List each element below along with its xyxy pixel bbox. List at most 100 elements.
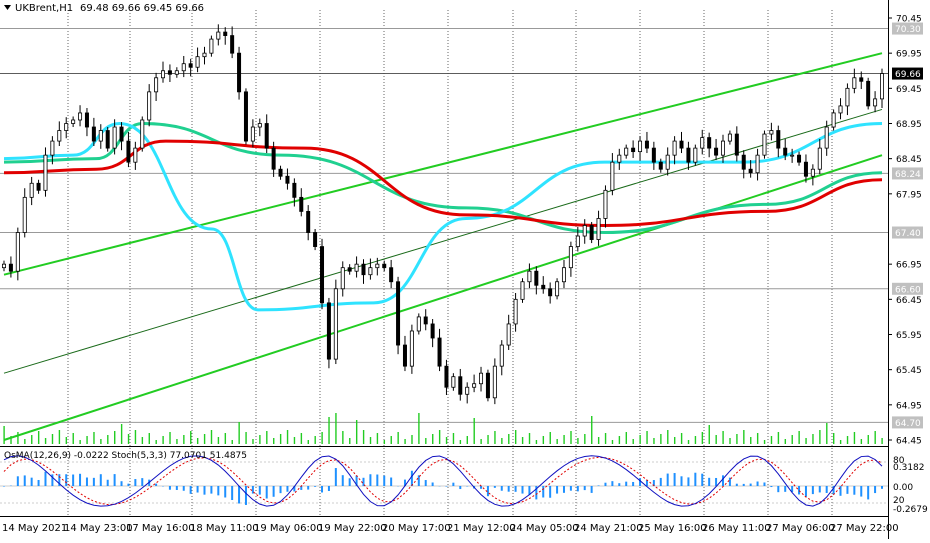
osma-bar — [342, 475, 344, 486]
volume-bar — [121, 424, 122, 444]
osma-bar — [577, 486, 579, 491]
volume-bar — [252, 439, 253, 444]
volume-bar — [798, 431, 799, 444]
candle — [327, 298, 330, 368]
volume-bar — [52, 434, 53, 444]
osma-bar — [183, 486, 185, 491]
volume-bar — [833, 433, 834, 444]
volume-bar — [591, 416, 592, 444]
volume-bar — [812, 434, 813, 444]
volume-bar — [155, 440, 156, 444]
osma-bar — [722, 475, 724, 486]
osma-bar — [681, 476, 683, 486]
volume-bar — [335, 413, 336, 444]
osma-bar — [770, 486, 772, 487]
osma-bar — [846, 486, 848, 494]
volume-bar — [861, 439, 862, 444]
candle — [590, 222, 593, 243]
price-tick-label: 64.95 — [896, 401, 922, 411]
price-tick-label: 68.45 — [896, 155, 922, 165]
osma-bar — [674, 473, 676, 486]
osma-bar — [24, 475, 26, 486]
indicator-tick-label: -0.2679 — [893, 505, 928, 515]
volume-bar — [411, 435, 412, 444]
time-tick-label: 14 May 23:00 — [64, 523, 133, 534]
volume-bar — [328, 417, 329, 444]
osma-bar — [121, 481, 123, 486]
osma-bar — [853, 486, 855, 495]
time-tick-label: 27 May 06:00 — [766, 523, 835, 534]
volume-bar — [128, 434, 129, 444]
candle — [832, 109, 835, 130]
volume-bar — [681, 433, 682, 444]
candle — [396, 277, 399, 354]
osma-bar — [210, 486, 212, 494]
volume-bar — [404, 439, 405, 444]
volume-bar — [577, 438, 578, 444]
volume-bar — [197, 438, 198, 444]
volume-bar — [238, 422, 239, 444]
osma-bar — [687, 477, 689, 486]
volume-bar — [764, 440, 765, 444]
ohlc-readout: 69.48 69.66 69.45 69.66 — [80, 3, 204, 14]
volume-bar — [425, 438, 426, 444]
volume-bar — [729, 438, 730, 444]
candle — [694, 145, 697, 166]
volume-bar — [840, 440, 841, 444]
osma-bar — [556, 486, 558, 494]
volume-bar — [363, 430, 364, 444]
volume-bar — [315, 436, 316, 444]
volume-bar — [24, 439, 25, 444]
level-label: 64.70 — [895, 419, 921, 429]
volume-bar — [868, 435, 869, 444]
osma-bar — [376, 475, 378, 486]
volume-bar — [536, 440, 537, 444]
volume-bar — [370, 437, 371, 444]
volume-bar — [342, 431, 343, 444]
volume-bar — [183, 435, 184, 444]
volume-bar — [695, 436, 696, 444]
level-label: 68.24 — [895, 170, 921, 180]
osma-bar — [93, 478, 95, 486]
volume-bar — [494, 431, 495, 444]
volume-bar — [397, 432, 398, 444]
osma-bar — [314, 486, 316, 487]
volume-bar — [218, 437, 219, 444]
volume-bar — [778, 432, 779, 444]
osma-bar — [819, 486, 821, 492]
osma-bar — [494, 486, 496, 488]
candle — [244, 88, 247, 144]
price-tick-label: 69.95 — [896, 50, 922, 60]
level-label: 66.60 — [895, 285, 921, 295]
volume-bar — [646, 431, 647, 444]
osma-bar — [508, 486, 510, 492]
chart-header: UKBrent,H1 69.48 69.66 69.45 69.66 — [4, 3, 204, 14]
osma-bar — [335, 468, 337, 486]
volume-bar — [100, 439, 101, 444]
osma-bar — [134, 479, 136, 486]
volume-bar — [301, 433, 302, 444]
osma-bar — [383, 476, 385, 486]
volume-bar — [446, 437, 447, 444]
osma-bar — [549, 486, 551, 498]
osma-bar — [100, 474, 102, 486]
osma-bar — [445, 486, 447, 487]
osma-bar — [155, 484, 157, 486]
osma-bar — [266, 486, 268, 498]
volume-bar — [79, 440, 80, 444]
osma-bar — [197, 486, 199, 493]
osma-bar — [611, 481, 613, 486]
volume-bar — [550, 432, 551, 444]
candle — [210, 36, 213, 57]
time-tick-label: 24 May 05:00 — [510, 523, 579, 534]
osma-bar — [487, 486, 489, 496]
volume-bar — [142, 437, 143, 444]
osma-bar — [584, 486, 586, 490]
time-tick-label: 27 May 22:00 — [830, 523, 899, 534]
osma-bar — [515, 486, 517, 492]
price-tick-label: 69.45 — [896, 85, 922, 95]
volume-bar — [273, 438, 274, 444]
osma-bar — [390, 478, 392, 486]
volume-bar — [321, 432, 322, 444]
